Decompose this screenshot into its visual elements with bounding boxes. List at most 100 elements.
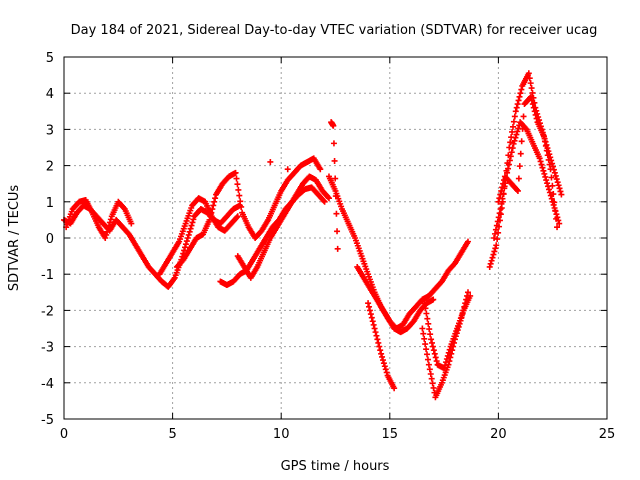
- data-point: [545, 186, 552, 193]
- data-point: [183, 238, 190, 245]
- data-point: [102, 235, 109, 241]
- data-point: [325, 195, 332, 202]
- data-point: [491, 230, 498, 237]
- series-track-e: [234, 173, 332, 281]
- data-point: [549, 182, 556, 189]
- data-point: [507, 139, 514, 146]
- data-point: [430, 384, 437, 391]
- data-point: [234, 181, 241, 188]
- data-point: [376, 343, 383, 350]
- data-point: [427, 371, 434, 378]
- data-point: [232, 169, 239, 176]
- data-point: [233, 214, 240, 221]
- y-tick-label: -5: [41, 413, 54, 428]
- data-point: [516, 163, 523, 170]
- data-point: [442, 359, 449, 366]
- data-point: [494, 236, 501, 243]
- series-track-g: [354, 238, 471, 332]
- data-point: [443, 356, 450, 363]
- data-point: [331, 157, 338, 164]
- data-point: [334, 228, 341, 235]
- data-point: [556, 220, 563, 227]
- data-point: [537, 158, 544, 165]
- data-point: [373, 332, 380, 339]
- data-point: [541, 133, 548, 140]
- data-point: [550, 191, 557, 198]
- data-point: [509, 128, 516, 135]
- data-point: [427, 331, 434, 338]
- data-point: [375, 339, 382, 346]
- data-point: [426, 366, 433, 373]
- data-point: [105, 222, 112, 229]
- data-point: [515, 175, 522, 182]
- data-point: [105, 225, 112, 232]
- data-point: [493, 222, 500, 229]
- data-point: [423, 310, 430, 317]
- data-point: [467, 292, 474, 299]
- data-point: [464, 289, 471, 296]
- data-point: [552, 172, 559, 179]
- data-point: [236, 192, 243, 199]
- data-point: [543, 147, 550, 154]
- data-point: [421, 300, 428, 307]
- data-point: [235, 186, 242, 193]
- data-point: [422, 305, 429, 312]
- data-point: [441, 365, 448, 372]
- data-point: [548, 195, 555, 202]
- data-point: [539, 164, 546, 171]
- data-point: [284, 166, 291, 173]
- data-point: [366, 303, 373, 310]
- series-track-i: [421, 292, 474, 372]
- data-point: [510, 118, 517, 125]
- data-point: [496, 210, 503, 217]
- data-point: [497, 191, 504, 198]
- x-tick-label: 10: [273, 427, 290, 442]
- data-point: [552, 207, 559, 214]
- x-tick-label: 0: [60, 427, 68, 442]
- data-point: [496, 195, 503, 202]
- data-point: [106, 219, 113, 226]
- data-point: [542, 142, 549, 149]
- data-point: [516, 93, 523, 100]
- y-tick-label: -1: [41, 268, 54, 283]
- data-point: [237, 198, 244, 205]
- data-point: [190, 216, 197, 223]
- data-point: [528, 85, 535, 92]
- data-point: [486, 263, 493, 270]
- data-point: [426, 326, 433, 333]
- data-point: [495, 214, 502, 221]
- data-point: [495, 229, 502, 236]
- data-point: [424, 315, 431, 322]
- data-point: [378, 350, 385, 357]
- data-point: [492, 245, 499, 252]
- data-point: [374, 336, 381, 343]
- series-track-a: [61, 202, 243, 290]
- data-point: [379, 353, 386, 360]
- data-point: [267, 158, 274, 165]
- x-tick-label: 15: [382, 427, 399, 442]
- data-point: [432, 354, 439, 361]
- data-point: [419, 325, 426, 332]
- y-tick-label: 1: [46, 196, 54, 211]
- data-point: [547, 166, 554, 173]
- data-point: [506, 157, 513, 164]
- data-point: [546, 161, 553, 168]
- y-tick-label: 2: [46, 160, 54, 175]
- data-point: [383, 369, 390, 376]
- data-point: [530, 104, 537, 111]
- data-point: [545, 156, 552, 163]
- data-point: [500, 180, 507, 187]
- y-axis-label: SDTVAR / TECUs: [7, 185, 22, 292]
- data-point: [529, 89, 536, 96]
- data-point: [332, 193, 339, 200]
- data-point: [233, 175, 240, 182]
- x-tick-label: 5: [168, 427, 176, 442]
- data-point: [491, 248, 498, 255]
- series-track-b: [63, 195, 241, 278]
- data-point: [493, 242, 500, 249]
- x-tick-label: 20: [490, 427, 507, 442]
- data-point: [430, 347, 437, 354]
- data-point: [494, 218, 501, 225]
- data-point: [107, 216, 114, 223]
